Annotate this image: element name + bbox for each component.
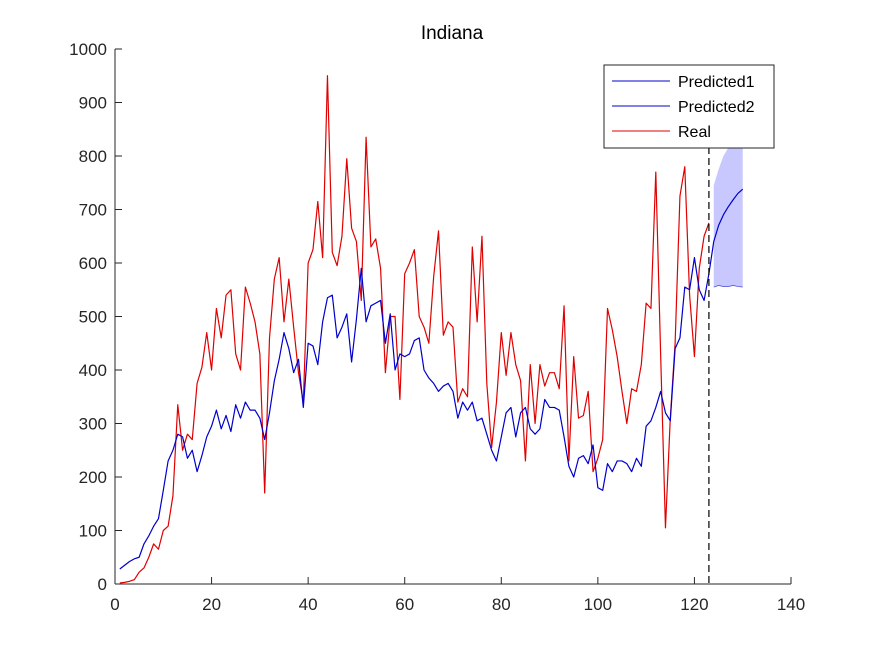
y-tick-label: 400 [79,361,107,380]
series-line-predicted1 [119,257,710,570]
y-tick-label: 300 [79,415,107,434]
axes: 0 20 40 60 80 100 120 140 0 100 200 300 400 500 600 700… [69,40,805,614]
y-tick-label: 500 [79,308,107,327]
legend-label-predicted2: Predicted2 [678,99,755,116]
x-tick-label: 20 [202,595,221,614]
x-tick-label: 0 [110,595,119,614]
series-line-real [119,75,710,584]
legend: Predicted1 Predicted2 Real [603,64,775,149]
x-tick-label: 140 [777,595,805,614]
y-tick-label: 700 [79,201,107,220]
legend-label-real: Real [678,124,711,141]
x-tick-label: 80 [492,595,511,614]
x-tick-label: 60 [395,595,414,614]
x-tick-label: 100 [584,595,612,614]
y-tick-label: 200 [79,468,107,487]
band-lower-edge [713,285,743,288]
chart-title: Indiana [421,23,484,44]
y-tick-label: 900 [79,94,107,113]
y-tick-label: 800 [79,147,107,166]
confidence-band [713,147,743,288]
y-tick-label: 100 [79,522,107,541]
legend-label-predicted1: Predicted1 [678,74,755,91]
y-tick-label: 1000 [69,40,107,59]
band-area [713,147,743,288]
y-tick-label: 0 [98,575,107,594]
x-tick-label: 120 [680,595,708,614]
series-line-predicted2 [708,188,744,274]
y-tick-label: 600 [79,254,107,273]
x-tick-label: 40 [299,595,318,614]
series-lines [119,75,744,584]
